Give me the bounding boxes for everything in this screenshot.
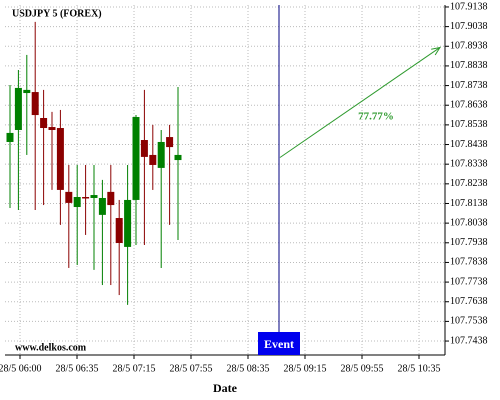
candle-body: [166, 137, 174, 148]
y-tick-label: 107.8838: [450, 60, 488, 71]
x-tick-label: 28/5 09:55: [340, 363, 383, 374]
candle-body: [40, 117, 48, 129]
candle-body: [31, 92, 39, 116]
y-tick-label: 107.7438: [450, 335, 488, 346]
y-tick-label: 107.8038: [450, 217, 488, 228]
x-tick-label: 28/5 06:35: [55, 363, 98, 374]
x-tick-label: 28/5 07:55: [169, 363, 212, 374]
candle-body: [6, 132, 14, 142]
y-tick-label: 107.7838: [450, 257, 488, 268]
y-tick-label: 107.8138: [450, 198, 488, 209]
y-tick-label: 107.8338: [450, 158, 488, 169]
candle-body: [65, 191, 73, 203]
x-tick-label: 28/5 06:00: [0, 363, 42, 374]
projection-label: 77.77%: [358, 111, 394, 123]
y-tick-label: 107.8938: [450, 41, 488, 52]
candle-body: [23, 89, 31, 94]
candle-body: [157, 141, 165, 168]
candle-body: [107, 191, 115, 206]
y-tick-label: 107.8238: [450, 178, 488, 189]
x-tick-label: 28/5 10:35: [397, 363, 440, 374]
x-tick-label: 28/5 08:35: [226, 363, 269, 374]
y-tick-label: 107.7938: [450, 237, 488, 248]
y-tick-label: 107.8738: [450, 80, 488, 91]
y-tick-label: 107.7738: [450, 276, 488, 287]
watermark: www.delkos.com: [15, 342, 87, 353]
y-tick-label: 107.7538: [450, 316, 488, 327]
candle-body: [132, 117, 140, 200]
event-label: Event: [264, 337, 294, 351]
candle-body: [90, 195, 98, 198]
y-tick-label: 107.8638: [450, 100, 488, 111]
candle-body: [98, 197, 106, 215]
candle-body: [14, 87, 22, 130]
y-tick-label: 107.8538: [450, 119, 488, 130]
candle-body: [115, 218, 123, 243]
event-box: [258, 332, 300, 355]
candle-body: [48, 127, 56, 130]
arrow-head: [431, 46, 442, 56]
candle-body: [124, 199, 132, 247]
y-tick-label: 107.7638: [450, 296, 488, 307]
candle-body: [82, 196, 90, 199]
y-tick-label: 107.9038: [450, 21, 488, 32]
projection-arrow: [279, 47, 441, 158]
candle-body: [73, 196, 81, 208]
chart-title: USDJPY 5 (FOREX): [12, 8, 102, 19]
candle-body: [174, 154, 182, 161]
y-tick-label: 107.8438: [450, 139, 488, 150]
x-tick-label: 28/5 07:15: [112, 363, 155, 374]
x-tick-label: 28/5 09:15: [283, 363, 326, 374]
candle-body: [56, 128, 64, 190]
candle-body: [140, 140, 148, 157]
y-tick-label: 107.9138: [450, 1, 488, 12]
candle-body: [149, 154, 157, 165]
x-axis-label: Date: [213, 381, 238, 395]
